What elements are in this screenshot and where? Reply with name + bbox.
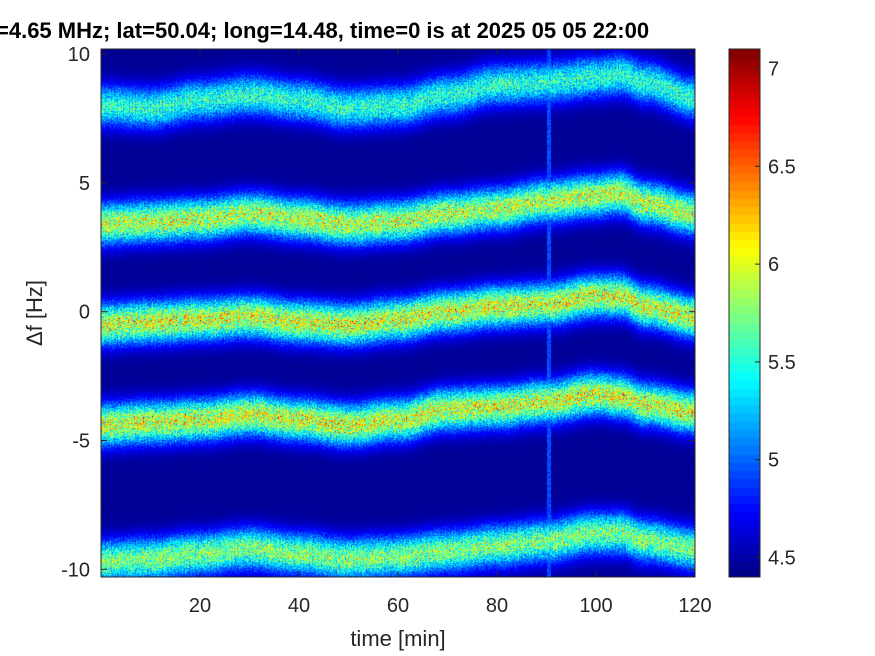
y-tick-label: 10	[68, 44, 90, 66]
colorbar-tick-label: 5	[768, 450, 779, 472]
x-tick-label: 40	[288, 595, 310, 617]
x-axis: 20 40 60 80 100 120	[189, 49, 712, 617]
chart-title: =4.65 MHz; lat=50.04; long=14.48, time=0…	[0, 18, 649, 43]
colorbar-tick-label: 6.5	[768, 156, 796, 178]
plot-area	[100, 48, 696, 578]
x-axis-label: time [min]	[350, 626, 445, 651]
x-tick-label: 20	[189, 595, 211, 617]
colorbar-tick-label: 6	[768, 254, 779, 276]
x-tick-label: 100	[579, 595, 612, 617]
colorbar-tick-label: 7	[768, 59, 779, 81]
y-tick-label: 5	[79, 173, 90, 195]
y-axis-label: Δf [Hz]	[22, 280, 47, 346]
y-tick-label: -5	[72, 430, 90, 452]
y-tick-label: 0	[79, 302, 90, 324]
colorbar: 4.5 5 5.5 6 6.5 7	[728, 48, 796, 578]
x-tick-label: 120	[678, 595, 711, 617]
colorbar-tick-label: 5.5	[768, 352, 796, 374]
spectrogram-heatmap	[101, 49, 695, 577]
x-tick-label: 60	[387, 595, 409, 617]
y-axis: -10 -5 0 5 10	[61, 44, 695, 581]
colorbar-ticks: 4.5 5 5.5 6 6.5 7	[755, 59, 796, 569]
x-tick-label: 80	[486, 595, 508, 617]
y-tick-label: -10	[61, 559, 90, 581]
colorbar-tick-label: 4.5	[768, 547, 796, 569]
colorbar-gradient	[729, 49, 760, 577]
colorbar-frame	[728, 48, 761, 578]
